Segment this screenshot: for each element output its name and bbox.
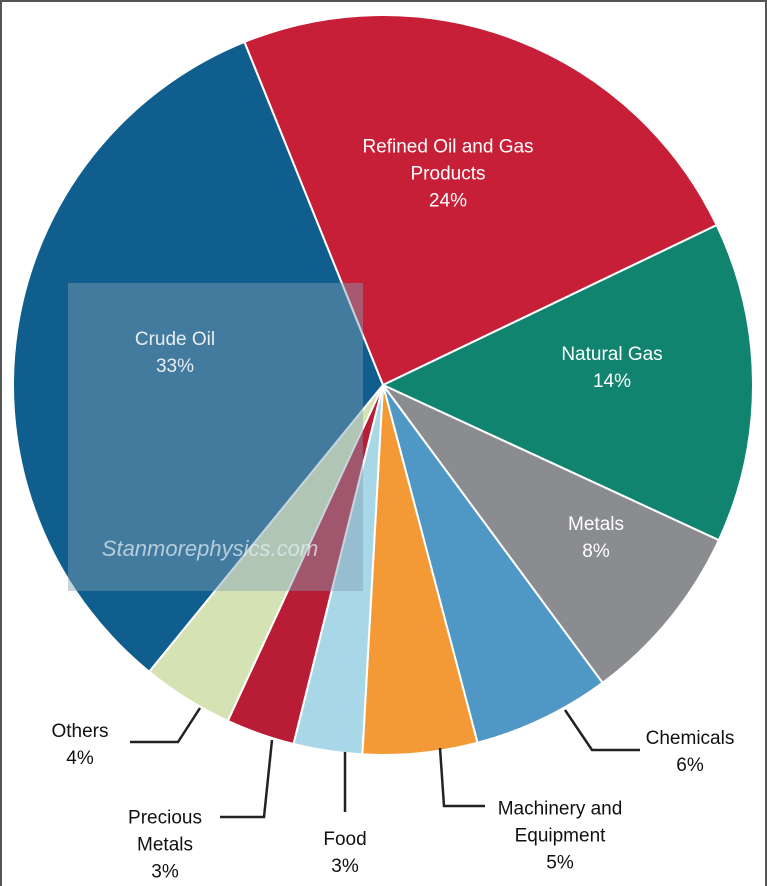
- category-label: Food: [323, 829, 367, 850]
- value-label: 5%: [546, 852, 574, 874]
- value-label: 3%: [331, 856, 359, 877]
- slice-label: Chemicals 6%: [610, 725, 767, 779]
- category-label: Refined Oil and Gas Products: [362, 136, 534, 185]
- wedge: [382, 384, 604, 744]
- leaders: [130, 707, 640, 819]
- wedge: [380, 223, 754, 542]
- slice-label: Precious Metals 3%: [110, 805, 220, 886]
- watermark: Stanmorephysics.com: [102, 536, 318, 561]
- wedge: [12, 40, 385, 674]
- category-label: Metals: [568, 514, 624, 535]
- value-label: 8%: [582, 541, 610, 562]
- leader-line: [220, 739, 274, 819]
- category-label: Machinery and Equipment: [497, 798, 623, 847]
- value-label: 24%: [428, 190, 468, 212]
- category-label: Chemicals: [645, 728, 735, 749]
- category-label: Natural Gas: [561, 344, 663, 365]
- slice-label: Natural Gas 14%: [532, 341, 692, 395]
- wedge: [243, 14, 719, 387]
- slice-label: Others 4%: [35, 718, 125, 772]
- value-label: 14%: [592, 371, 632, 392]
- value-label: 4%: [66, 748, 94, 769]
- slice-label: Crude Oil 33%: [105, 326, 245, 380]
- slice-label: Metals 8%: [536, 511, 656, 565]
- value-label: 33%: [155, 356, 195, 377]
- slice-label: Food 3%: [305, 826, 385, 880]
- category-label: Others: [51, 721, 109, 742]
- leader-line: [563, 709, 640, 752]
- slice-label: Machinery and Equipment 5%: [460, 796, 660, 877]
- leader-line: [130, 707, 202, 744]
- leader-line: [438, 747, 485, 808]
- category-label: Crude Oil: [134, 329, 216, 350]
- value-label: 3%: [151, 861, 179, 883]
- watermark-box: [68, 283, 363, 591]
- value-label: 6%: [676, 755, 704, 776]
- wedge: [382, 384, 721, 685]
- slice-label: Refined Oil and Gas Products 24%: [343, 134, 553, 215]
- category-label: Precious Metals: [128, 807, 202, 856]
